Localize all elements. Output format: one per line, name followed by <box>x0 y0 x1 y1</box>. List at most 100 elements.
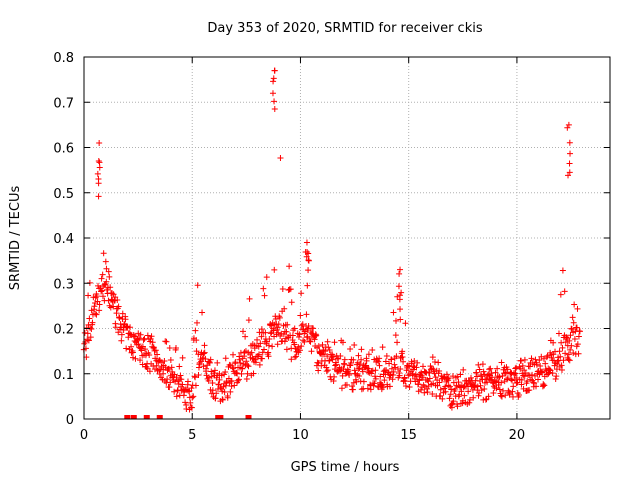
data-point <box>492 369 499 376</box>
data-point <box>325 344 332 351</box>
data-point <box>379 344 386 351</box>
data-point <box>96 301 103 308</box>
data-point <box>260 285 267 292</box>
data-point <box>269 90 276 97</box>
data-point <box>555 330 562 337</box>
data-point <box>392 317 399 324</box>
data-point <box>114 296 121 303</box>
data-point <box>569 314 576 321</box>
x-tick-label: 15 <box>400 428 417 443</box>
data-point <box>137 331 144 338</box>
data-point <box>281 338 288 345</box>
data-point <box>510 383 517 390</box>
data-point <box>562 350 569 357</box>
data-point <box>188 404 195 411</box>
data-point <box>92 294 99 301</box>
data-point <box>176 363 183 370</box>
data-point <box>271 67 278 74</box>
data-point <box>173 393 180 400</box>
data-point <box>172 378 179 385</box>
data-point <box>346 371 353 378</box>
data-point <box>546 366 553 373</box>
data-point <box>409 372 416 379</box>
data-point <box>382 358 389 365</box>
data-point <box>248 349 255 356</box>
data-point <box>357 361 364 368</box>
data-point <box>112 324 119 331</box>
data-point <box>532 356 539 363</box>
data-point <box>140 336 147 343</box>
data-point <box>429 391 436 398</box>
data-point <box>137 357 144 364</box>
data-point <box>311 336 318 343</box>
data-point <box>224 394 231 401</box>
data-point <box>237 359 244 366</box>
data-point <box>561 288 568 295</box>
data-point <box>394 293 401 300</box>
data-point <box>212 395 219 402</box>
data-point <box>356 365 363 372</box>
data-point <box>558 339 565 346</box>
data-point <box>307 338 314 345</box>
data-point <box>498 379 505 386</box>
data-point <box>526 363 533 370</box>
data-point <box>243 358 250 365</box>
zero-level-marker <box>245 415 252 419</box>
zero-level-marker <box>156 415 163 419</box>
data-point <box>376 355 383 362</box>
data-point <box>171 388 178 395</box>
data-point <box>429 354 436 361</box>
data-point <box>567 332 574 339</box>
data-point <box>284 321 291 328</box>
data-point <box>132 355 139 362</box>
data-point <box>207 356 214 363</box>
data-point <box>372 367 379 374</box>
data-point <box>574 341 581 348</box>
data-point <box>390 368 397 375</box>
data-point <box>396 270 403 277</box>
data-point <box>372 373 379 380</box>
data-point <box>332 362 339 369</box>
data-point <box>470 394 477 401</box>
data-point <box>96 164 103 171</box>
data-point <box>450 398 457 405</box>
data-point <box>552 376 559 382</box>
data-point <box>397 306 404 313</box>
data-point <box>188 385 195 392</box>
y-tick-label: 0.5 <box>53 187 74 202</box>
data-point <box>288 299 295 306</box>
data-point <box>365 351 372 358</box>
data-point <box>324 353 331 360</box>
data-point <box>461 392 468 399</box>
data-point <box>414 359 421 366</box>
data-point <box>305 323 312 329</box>
data-point <box>209 387 216 394</box>
y-axis-label: SRMTID / TECUs <box>8 186 23 291</box>
data-point <box>439 395 446 402</box>
data-point <box>396 292 403 299</box>
data-point <box>419 363 426 370</box>
data-point <box>473 369 480 376</box>
data-point <box>295 334 302 341</box>
data-point <box>457 371 464 378</box>
data-point <box>398 289 405 296</box>
data-point <box>271 105 278 112</box>
data-point <box>194 319 200 326</box>
data-point <box>239 365 246 372</box>
data-point <box>378 381 385 388</box>
data-point <box>477 382 484 389</box>
data-point <box>412 378 419 385</box>
data-point <box>452 386 459 393</box>
data-point <box>270 75 277 82</box>
data-point <box>456 391 463 398</box>
data-point <box>205 374 212 381</box>
data-point <box>566 160 573 167</box>
data-point <box>233 369 240 376</box>
y-tick-label: 0 <box>66 413 74 428</box>
data-point <box>128 343 135 350</box>
data-point <box>343 381 350 388</box>
data-point <box>565 172 572 179</box>
data-point <box>308 348 315 355</box>
data-point <box>208 373 215 380</box>
